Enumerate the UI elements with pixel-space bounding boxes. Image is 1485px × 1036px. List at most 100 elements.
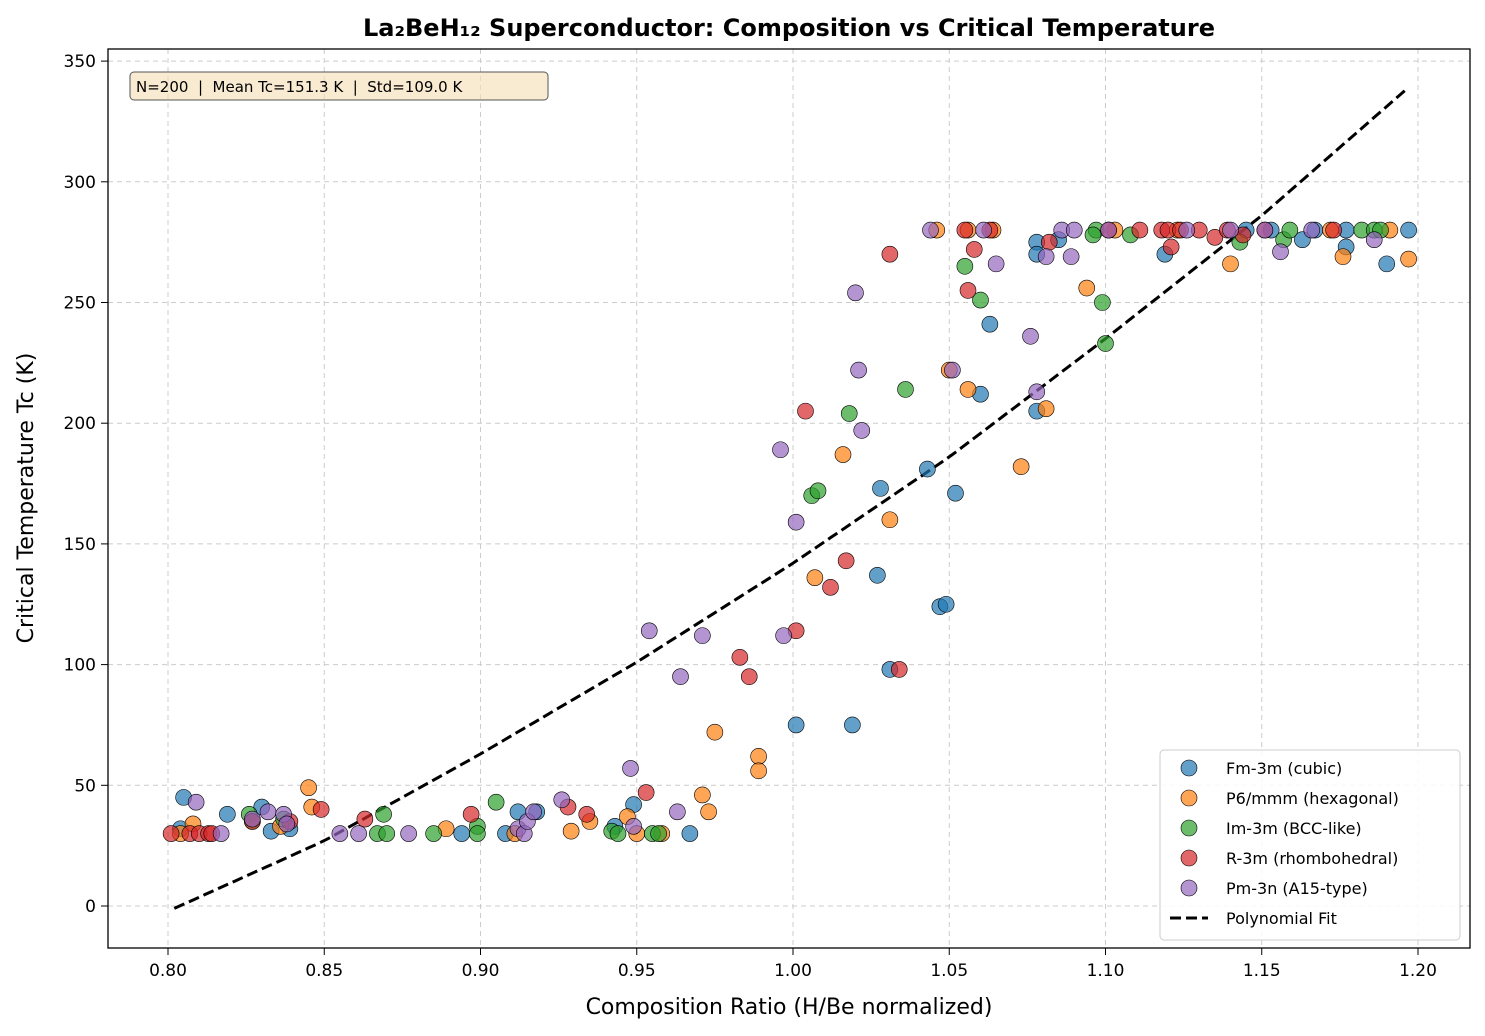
data-point-series-2: [378, 825, 396, 842]
data-point-series-3: [462, 805, 480, 823]
data-point-series-3: [822, 579, 839, 596]
data-point-series-4: [622, 760, 639, 777]
data-point-series-4: [922, 221, 939, 239]
data-point-series-3: [1040, 233, 1058, 251]
data-point-series-4: [187, 793, 205, 811]
data-point-series-2: [1084, 226, 1102, 244]
data-point-series-4: [944, 361, 961, 379]
y-tick-label: 50: [74, 776, 96, 796]
data-point-series-4: [1065, 221, 1083, 239]
data-point-series-4: [1100, 221, 1117, 239]
data-point-series-4: [775, 627, 792, 644]
data-point-series-1: [694, 786, 711, 804]
data-point-series-2: [956, 257, 974, 275]
data-point-series-2: [469, 825, 486, 842]
plot-frame: [107, 48, 1471, 949]
data-point-series-3: [1206, 229, 1224, 246]
data-point-series-3: [965, 241, 983, 258]
chart-title: La₂BeH₁₂ Superconductor: Composition vs …: [363, 14, 1215, 42]
y-axis-label: Critical Temperature Tc (K): [14, 353, 39, 644]
legend-label: P6/mmm (hexagonal): [1226, 789, 1399, 808]
data-point-series-3: [956, 221, 974, 239]
data-point-series-1: [750, 762, 767, 780]
data-point-series-2: [1094, 294, 1111, 311]
legend-marker: [1180, 819, 1198, 837]
x-tick-label: 0.95: [618, 961, 656, 981]
data-point-series-1: [1222, 255, 1239, 273]
data-point-series-0: [787, 716, 805, 734]
legend: Fm-3m (cubic) P6/mmm (hexagonal) Im-3m (BC…: [1159, 749, 1461, 941]
data-point-series-4: [244, 810, 261, 828]
data-point-series-1: [881, 511, 899, 529]
data-point-series-4: [553, 791, 571, 809]
data-point-series-1: [700, 803, 717, 821]
x-tick-label: 0.90: [462, 961, 500, 981]
data-point-series-3: [637, 784, 655, 801]
data-point-series-3: [578, 805, 596, 823]
legend-marker: [1180, 759, 1198, 777]
data-point-series-1: [1078, 279, 1096, 297]
data-point-series-4: [525, 803, 542, 821]
data-point-series-0: [947, 484, 964, 502]
x-tick-label: 0.80: [149, 961, 187, 981]
data-point-series-3: [740, 668, 758, 685]
points-group: [162, 221, 1417, 842]
data-point-series-4: [1037, 248, 1055, 265]
data-point-series-0: [869, 566, 886, 584]
data-point-series-3: [312, 801, 330, 818]
data-point-series-2: [1281, 221, 1299, 239]
data-point-series-2: [840, 405, 858, 422]
data-point-series-2: [425, 825, 442, 842]
legend-label: Polynomial Fit: [1226, 909, 1337, 928]
data-point-series-4: [212, 825, 230, 842]
legend-marker: [1180, 789, 1198, 807]
y-tick-label: 350: [64, 52, 96, 72]
legend-label: Pm-3n (A15-type): [1226, 879, 1368, 898]
data-point-series-2: [487, 793, 505, 811]
data-point-series-0: [1400, 221, 1417, 239]
data-point-series-1: [706, 723, 724, 741]
data-point-series-4: [1062, 248, 1080, 265]
legend-label: R-3m (rhombohedral): [1226, 849, 1398, 868]
y-tick-label: 200: [64, 414, 96, 434]
y-tick-label: 250: [64, 294, 96, 314]
data-point-series-3: [1131, 221, 1149, 239]
data-point-series-2: [1097, 335, 1114, 352]
data-point-series-3: [881, 245, 899, 263]
legend-marker: [1180, 849, 1198, 867]
x-tick-label: 1.20: [1399, 961, 1437, 981]
data-point-series-2: [375, 805, 392, 823]
data-point-series-0: [981, 315, 999, 333]
data-point-series-4: [669, 803, 686, 821]
y-tick-label: 150: [64, 535, 96, 555]
x-tick-label: 1.00: [774, 961, 812, 981]
data-point-series-4: [1222, 221, 1239, 239]
data-point-series-2: [650, 825, 667, 842]
data-point-series-4: [350, 825, 367, 842]
data-point-series-0: [872, 480, 889, 497]
data-point-series-3: [959, 282, 977, 299]
data-point-series-0: [844, 716, 861, 734]
data-point-series-4: [1303, 221, 1321, 239]
data-point-series-4: [640, 622, 658, 640]
data-point-series-4: [400, 825, 417, 842]
data-point-series-4: [1028, 383, 1046, 401]
data-point-series-0: [919, 460, 936, 478]
data-point-series-1: [834, 446, 852, 463]
data-point-series-1: [1012, 458, 1030, 475]
data-point-series-0: [937, 595, 955, 613]
legend-marker: [1180, 879, 1198, 897]
data-point-series-4: [1178, 221, 1196, 239]
data-point-series-4: [787, 513, 805, 531]
data-point-series-0: [1378, 255, 1396, 273]
data-point-series-0: [681, 825, 699, 842]
x-tick-label: 1.15: [1243, 961, 1281, 981]
data-point-series-4: [772, 441, 789, 459]
data-point-series-0: [219, 805, 236, 823]
y-tick-label: 100: [64, 656, 96, 676]
y-tick-label: 0: [85, 897, 96, 917]
data-point-series-3: [890, 661, 908, 678]
data-point-series-1: [959, 381, 977, 398]
y-ticks: 0 50 100 150 200 250 300 350: [64, 52, 108, 917]
data-point-series-2: [897, 381, 914, 398]
